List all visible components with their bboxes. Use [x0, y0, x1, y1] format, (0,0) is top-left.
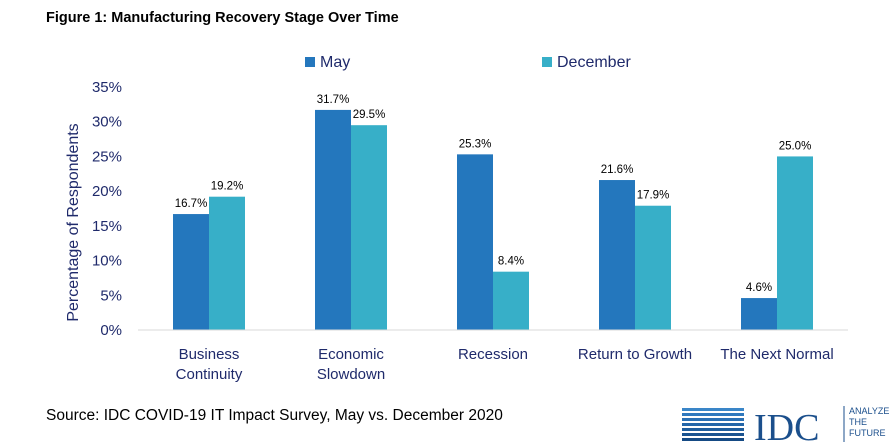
bar-may — [315, 109, 351, 330]
bar-december — [351, 125, 387, 330]
legend: May December — [305, 54, 631, 71]
bar-december — [777, 156, 813, 330]
data-label: 16.7% — [175, 198, 208, 210]
category-label: Business — [179, 346, 240, 363]
idc-logo: IDC ANALYZE THE FUTURE — [682, 406, 889, 443]
bar-december — [209, 196, 245, 330]
category-label: Economic — [318, 346, 384, 363]
bar-december — [493, 271, 529, 330]
category-label: Recession — [458, 346, 528, 363]
bar-may — [599, 180, 635, 330]
bar-may — [741, 298, 777, 330]
logo-tagline-1: ANALYZE — [849, 406, 889, 416]
y-tick-label: 30% — [92, 114, 122, 131]
bars — [173, 109, 813, 330]
data-label: 21.6% — [601, 164, 634, 176]
y-tick-label: 0% — [100, 322, 122, 339]
y-tick-label: 20% — [92, 183, 122, 200]
legend-label: May — [320, 54, 350, 71]
data-label: 25.3% — [459, 138, 492, 150]
category-label: Return to Growth — [578, 346, 692, 363]
logo-tagline-3: FUTURE — [849, 428, 886, 438]
category-label: Slowdown — [317, 366, 385, 383]
bar-may — [173, 214, 209, 330]
data-label: 31.7% — [317, 94, 350, 106]
data-label: 19.2% — [211, 181, 244, 193]
y-axis-label: Percentage of Respondents — [65, 123, 82, 321]
y-tick-label: 35% — [92, 79, 122, 96]
legend-swatch — [542, 57, 552, 67]
category-labels: Business Continuity Economic Slowdown Recess… — [176, 346, 834, 383]
source-note: Source: IDC COVID-19 IT Impact Survey, M… — [46, 407, 503, 424]
data-label: 29.5% — [353, 109, 386, 121]
legend-label: December — [557, 54, 631, 71]
logo-tagline-2: THE — [849, 417, 867, 427]
data-labels: 16.7%19.2% 31.7%29.5% 25.3% 8.4% 21.6% 17.9% 4… — [175, 94, 812, 294]
y-tick-label: 5% — [100, 287, 122, 304]
bar-may — [457, 154, 493, 330]
data-label: 8.4% — [498, 256, 524, 268]
category-label: The Next Normal — [720, 346, 833, 363]
y-axis-ticks: 0% 5% 10% 15% 20% 25% 30% 35% — [92, 79, 122, 339]
category-label: Continuity — [176, 366, 243, 383]
data-label: 17.9% — [637, 190, 670, 202]
legend-swatch — [305, 57, 315, 67]
bar-december — [635, 205, 671, 330]
bar-chart: 0% 5% 10% 15% 20% 25% 30% 35% 16.7%19.2% 31.7%29… — [65, 54, 848, 383]
data-label: 25.0% — [779, 140, 812, 152]
data-label: 4.6% — [746, 282, 772, 294]
logo-wordmark: IDC — [754, 407, 819, 443]
figure-title: Figure 1: Manufacturing Recovery Stage O… — [46, 10, 399, 26]
globe-icon — [682, 408, 744, 441]
y-tick-label: 25% — [92, 148, 122, 165]
y-tick-label: 10% — [92, 253, 122, 270]
y-tick-label: 15% — [92, 218, 122, 235]
